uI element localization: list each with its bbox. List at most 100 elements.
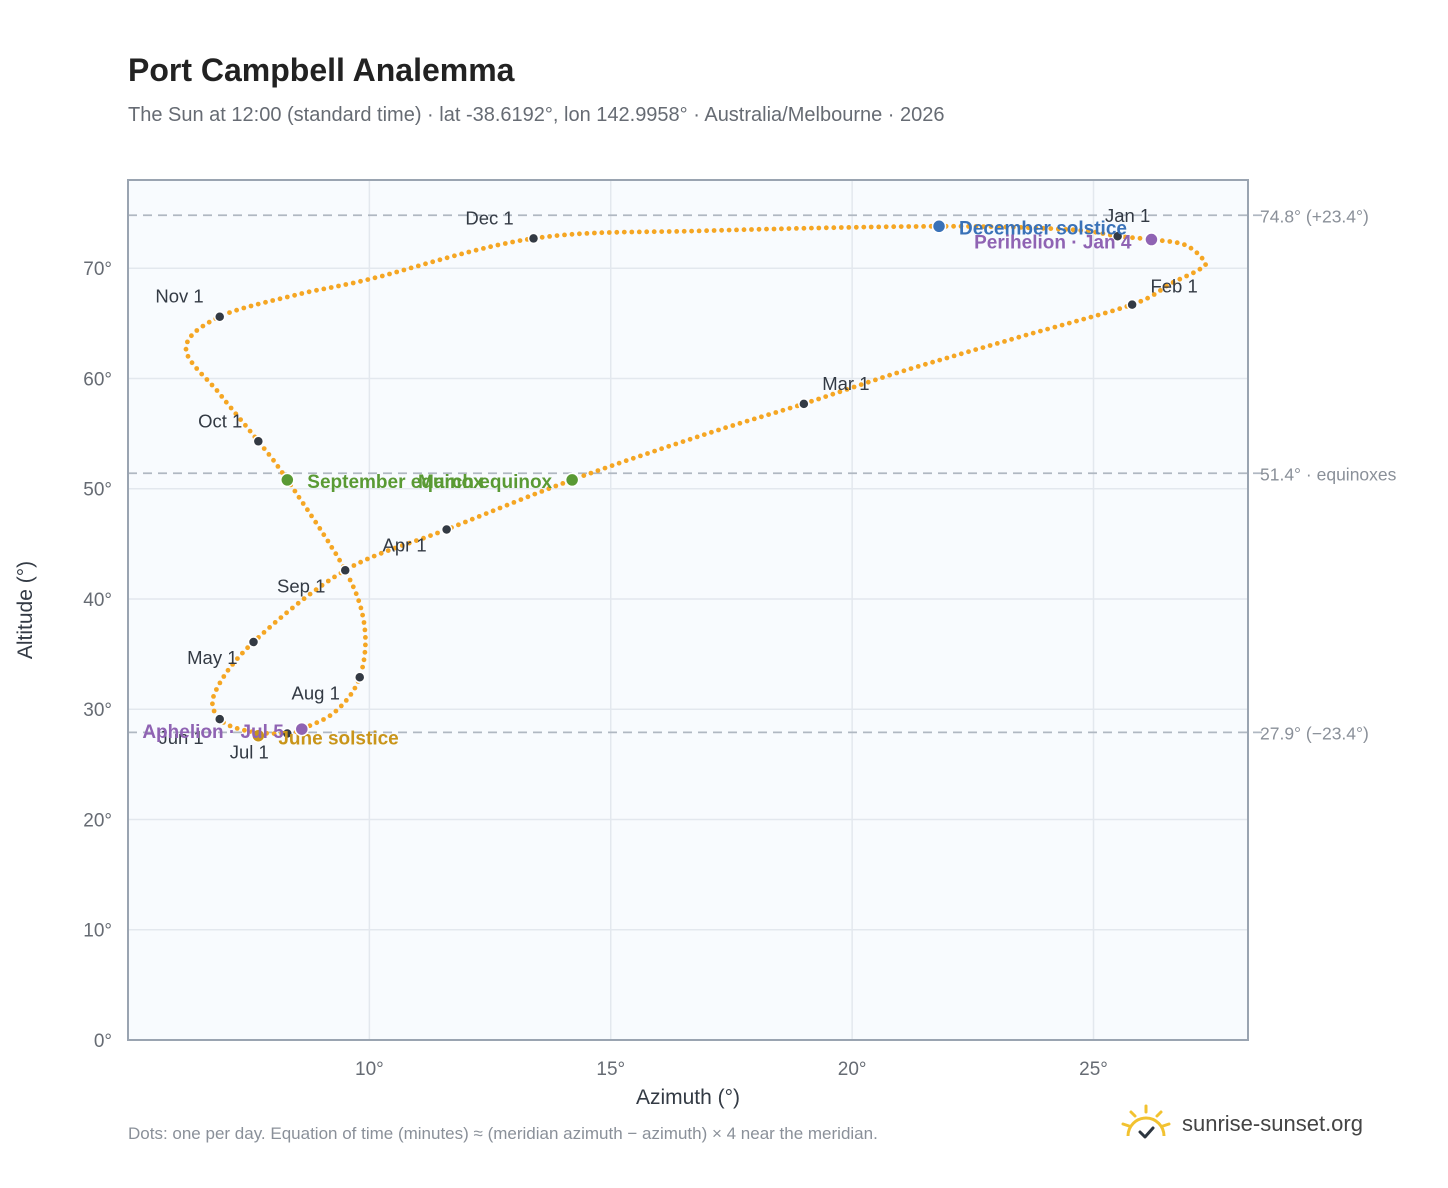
daily-dot: [290, 605, 295, 611]
daily-dot: [606, 230, 612, 235]
daily-dot: [210, 701, 215, 707]
daily-dot: [759, 414, 764, 420]
daily-dot: [1151, 292, 1157, 297]
daily-dot: [319, 582, 325, 588]
daily-dot: [1023, 332, 1029, 338]
daily-dot: [299, 291, 305, 296]
daily-dot: [766, 412, 771, 417]
daily-dot: [183, 346, 189, 352]
daily-dot: [823, 225, 829, 231]
daily-dot: [347, 577, 353, 583]
daily-dot: [588, 470, 594, 476]
daily-dot: [361, 657, 367, 663]
daily-dot: [1016, 334, 1022, 340]
daily-dot: [787, 405, 793, 411]
daily-dot: [1199, 255, 1205, 261]
daily-dot: [321, 717, 326, 722]
daily-dot: [267, 625, 272, 630]
daily-dot: [307, 591, 313, 597]
daily-dot: [734, 227, 739, 233]
daily-dot: [497, 505, 503, 511]
daily-dot: [338, 703, 344, 709]
daily-dot: [456, 522, 461, 528]
daily-dot: [1107, 232, 1113, 238]
daily-dot: [1100, 231, 1106, 237]
daily-dot: [356, 598, 362, 604]
daily-dot: [599, 230, 605, 236]
daily-dot: [279, 470, 285, 475]
brand-logo[interactable]: sunrise-sunset.org: [1120, 1102, 1363, 1146]
daily-dot: [901, 368, 907, 374]
daily-dot: [652, 448, 657, 454]
daily-dot: [614, 229, 620, 235]
daily-dot: [502, 241, 508, 246]
daily-dot: [358, 559, 363, 565]
daily-dot: [255, 301, 261, 307]
daily-dot: [913, 224, 919, 229]
daily-dot: [261, 630, 267, 635]
daily-dot: [1018, 225, 1024, 230]
event-marker: [564, 472, 580, 488]
daily-dot: [277, 296, 283, 302]
x-tick-label: 10°: [355, 1059, 384, 1080]
daily-dot: [764, 226, 769, 232]
daily-dot: [966, 349, 971, 355]
daily-dot: [428, 533, 433, 538]
daily-dot: [680, 439, 686, 444]
daily-dot: [238, 417, 244, 422]
daily-dot: [560, 481, 566, 486]
daily-dot: [1052, 324, 1058, 330]
daily-dot: [406, 540, 412, 546]
daily-dot: [230, 662, 236, 667]
daily-dot: [408, 265, 414, 271]
y-tick-label: 50°: [83, 480, 112, 501]
daily-dot: [577, 231, 582, 237]
footnote: Dots: one per day. Equation of time (min…: [128, 1124, 878, 1143]
daily-dot: [333, 708, 339, 714]
daily-dot: [1059, 322, 1065, 328]
daily-dot: [306, 289, 312, 295]
y-tick-label: 30°: [83, 700, 112, 721]
daily-dot: [1197, 266, 1203, 272]
page-title: Port Campbell Analemma: [128, 52, 515, 88]
daily-dot: [452, 253, 457, 259]
daily-dot: [227, 310, 232, 315]
daily-dot: [837, 389, 843, 395]
daily-dot: [325, 578, 331, 584]
daily-dot: [243, 422, 248, 428]
daily-dot: [831, 225, 837, 231]
daily-dot: [275, 464, 281, 469]
daily-dot: [242, 727, 247, 733]
daily-dot: [744, 418, 750, 424]
event-label: Aphelion · Jul 5: [142, 722, 284, 743]
daily-dot: [235, 656, 240, 661]
month-marker: [213, 310, 226, 323]
daily-dot: [504, 502, 510, 508]
daily-dot: [337, 557, 342, 563]
month-marker: [252, 435, 265, 448]
daily-dot: [1164, 283, 1169, 289]
reference-line-label: 51.4° · equinoxes: [1260, 464, 1397, 484]
daily-dot: [673, 441, 679, 447]
daily-dot: [749, 227, 754, 232]
daily-dot: [584, 231, 590, 236]
daily-dot: [233, 411, 239, 417]
daily-dot: [687, 436, 693, 442]
daily-dot: [547, 234, 552, 239]
daily-dot: [1085, 228, 1091, 234]
month-label: Dec 1: [465, 207, 513, 228]
daily-dot: [394, 269, 400, 275]
month-marker: [353, 671, 366, 684]
daily-dot: [1030, 330, 1036, 336]
daily-dot: [363, 642, 368, 648]
daily-dot: [1203, 262, 1208, 267]
daily-dot: [350, 280, 356, 286]
event-label: December solstice: [959, 218, 1127, 239]
daily-dot: [421, 535, 426, 541]
daily-dot: [228, 405, 234, 411]
daily-dot: [873, 377, 878, 383]
month-marker: [798, 398, 810, 410]
daily-dot: [701, 432, 707, 437]
daily-dot: [350, 584, 356, 590]
